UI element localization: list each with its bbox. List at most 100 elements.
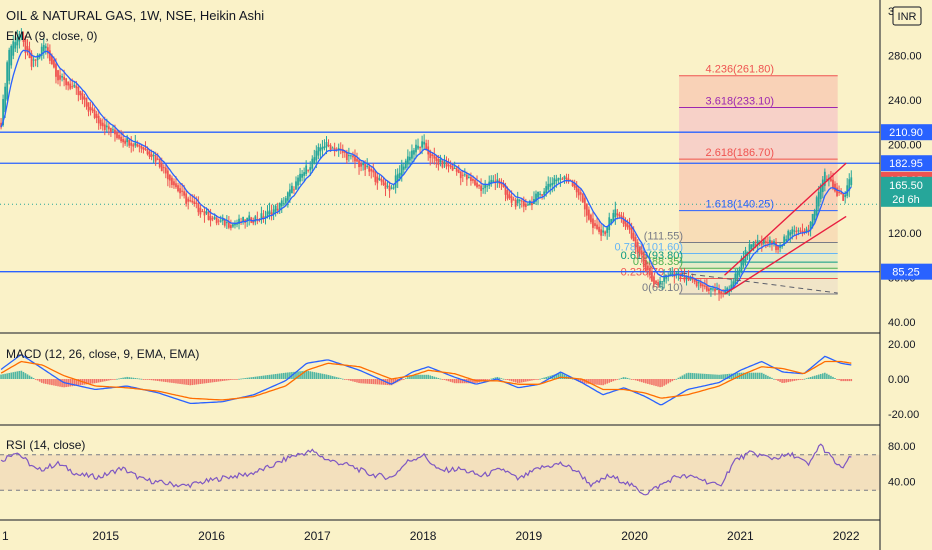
- macd-histogram-bar: [358, 379, 360, 384]
- candle-body: [388, 185, 391, 191]
- macd-histogram-bar: [165, 379, 167, 383]
- currency-label: INR: [898, 11, 917, 23]
- macd-histogram-bar: [167, 379, 169, 383]
- macd-histogram-bar: [614, 379, 617, 381]
- macd-histogram-bar: [525, 379, 527, 382]
- macd-histogram-bar: [443, 379, 446, 380]
- macd-histogram-bar: [199, 379, 202, 384]
- macd-histogram-bar: [661, 379, 663, 387]
- macd-histogram-bar: [842, 379, 844, 382]
- macd-histogram-bar: [42, 379, 45, 384]
- candle-body: [551, 182, 554, 186]
- macd-histogram-bar: [51, 379, 53, 386]
- candle-body: [547, 183, 550, 190]
- macd-histogram-bar: [535, 379, 537, 380]
- macd-histogram-bar: [323, 374, 326, 379]
- candle-body: [128, 140, 131, 146]
- candle-body: [166, 170, 169, 180]
- macd-histogram-bar: [445, 379, 448, 381]
- candle-body: [651, 271, 653, 282]
- macd-histogram-bar: [736, 372, 739, 379]
- candle-body: [162, 167, 165, 169]
- candle-body: [612, 213, 615, 222]
- candle-body: [411, 150, 413, 159]
- candle-body: [701, 284, 704, 287]
- candle-body: [134, 142, 137, 146]
- macd-histogram-bar: [543, 377, 545, 379]
- candle-body: [16, 37, 19, 46]
- macd-histogram-bar: [600, 379, 602, 386]
- candle-body: [91, 108, 94, 112]
- macd-histogram-bar: [146, 379, 149, 380]
- candle-body: [146, 149, 149, 155]
- candle-body: [577, 188, 580, 196]
- macd-histogram-bar: [79, 379, 82, 386]
- macd-histogram-bar: [307, 370, 309, 379]
- macd-histogram-bar: [612, 379, 615, 382]
- candle-body: [712, 288, 714, 290]
- candle-body: [317, 146, 320, 156]
- macd-histogram-bar: [791, 379, 794, 382]
- macd-panel[interactable]: [0, 353, 853, 406]
- macd-histogram-bar: [588, 379, 590, 384]
- macd-histogram-bar: [533, 379, 535, 381]
- macd-histogram-bar: [508, 379, 511, 381]
- macd-histogram-bar: [95, 379, 98, 383]
- rsi-panel[interactable]: [0, 443, 880, 496]
- macd-histogram-bar: [604, 379, 606, 385]
- macd-histogram-bar: [321, 373, 324, 379]
- macd-histogram-bar: [482, 379, 484, 382]
- candle-body: [520, 200, 523, 202]
- candle-body: [201, 211, 204, 213]
- candle-body: [347, 155, 350, 157]
- macd-histogram-bar: [254, 376, 257, 379]
- macd-histogram-bar: [811, 376, 814, 379]
- macd-histogram-bar: [272, 374, 275, 379]
- candle-body: [805, 228, 808, 232]
- fib-level-label: 0.786(101.60): [615, 242, 684, 254]
- candle-body: [657, 282, 659, 286]
- candle-body: [425, 143, 428, 150]
- macd-histogram-bar: [655, 379, 657, 387]
- candle-body: [179, 188, 181, 194]
- price-tick-label: 120.00: [888, 228, 922, 240]
- macd-histogram-bar: [69, 379, 72, 387]
- candle-body: [85, 97, 88, 107]
- candle-body: [433, 155, 436, 159]
- candle-body: [496, 179, 499, 182]
- candle-body: [549, 183, 552, 187]
- candle-body: [836, 187, 838, 196]
- ema-label: EMA (9, close, 0): [6, 29, 97, 43]
- candle-body: [73, 84, 76, 87]
- macd-histogram-bar: [2, 374, 4, 379]
- macd-histogram-bar: [579, 379, 582, 383]
- candle-body: [34, 59, 37, 61]
- macd-histogram-bar: [354, 379, 356, 382]
- price-panel[interactable]: 4.236(261.80) 3.618(233.10) 2.618(186.70) 1…: [0, 28, 880, 301]
- candle-body: [65, 78, 68, 86]
- currency-badge[interactable]: INR: [892, 6, 922, 26]
- macd-histogram-bar: [207, 379, 210, 383]
- macd-histogram-bar: [822, 373, 824, 379]
- candle-body: [797, 230, 800, 232]
- candle-body: [402, 166, 405, 170]
- macd-histogram-bar: [746, 372, 749, 379]
- candle-body: [844, 194, 847, 198]
- candle-body: [718, 289, 720, 294]
- macd-histogram-bar: [264, 375, 267, 379]
- candle-body: [801, 230, 804, 232]
- candle-body: [453, 167, 456, 169]
- candle-body: [286, 192, 289, 201]
- macd-histogram-bar: [636, 379, 639, 381]
- candle-body: [663, 275, 666, 282]
- macd-histogram-bar: [10, 372, 13, 379]
- candle-body: [671, 272, 674, 275]
- macd-histogram-bar: [830, 375, 832, 379]
- candle-body: [398, 172, 401, 178]
- macd-histogram-bar: [561, 373, 564, 379]
- candle-body: [661, 281, 664, 283]
- candle-body: [740, 258, 743, 273]
- candle-body: [703, 285, 706, 287]
- channel-trendline[interactable]: [724, 162, 847, 276]
